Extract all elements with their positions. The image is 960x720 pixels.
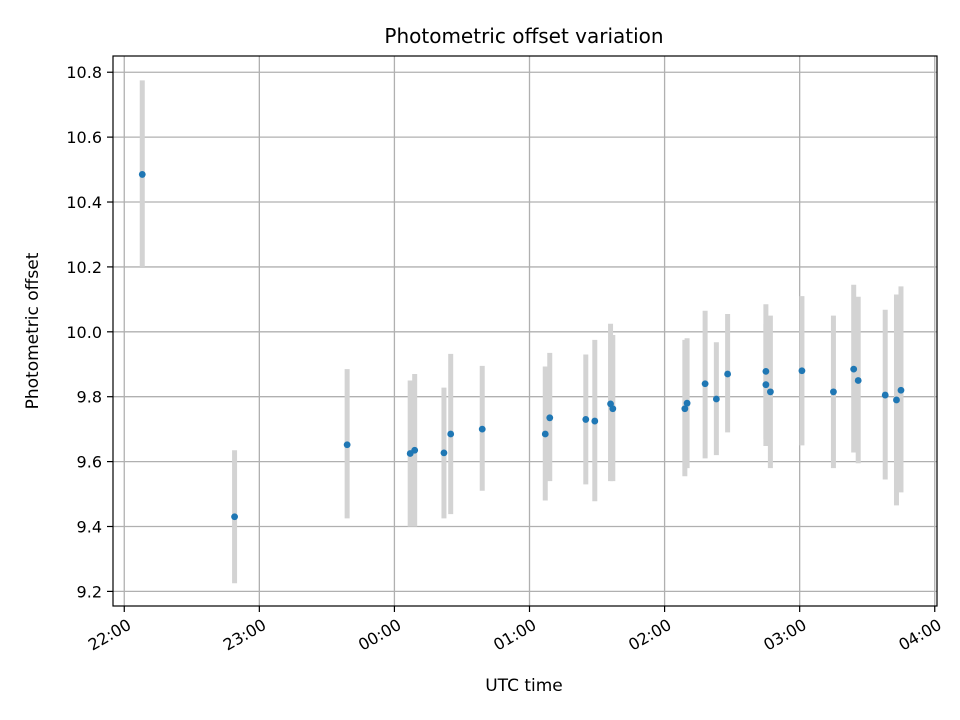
data-point	[897, 386, 905, 394]
y-tick-label: 10.8	[66, 63, 102, 82]
x-tick-label: 23:00	[220, 615, 269, 655]
data-point	[766, 388, 774, 396]
data-point	[231, 513, 238, 521]
data-point	[440, 449, 448, 457]
y-tick-label: 10.2	[66, 258, 102, 277]
data-point	[712, 395, 720, 403]
y-tick-label: 9.2	[77, 582, 102, 601]
plot-frame	[112, 55, 938, 607]
data-point	[478, 425, 486, 433]
y-axis-title: Photometric offset	[23, 252, 43, 409]
data-point	[701, 380, 709, 388]
data-point	[854, 377, 862, 384]
data-point	[609, 405, 617, 413]
data-point	[893, 396, 900, 404]
y-tick-label: 9.4	[77, 518, 102, 537]
data-point	[138, 171, 146, 178]
data-point	[681, 405, 689, 413]
x-tick-label: 02:00	[625, 615, 674, 655]
x-axis-title: UTC time	[485, 676, 563, 696]
data-point	[724, 370, 732, 378]
chart-title: Photometric offset variation	[384, 24, 663, 48]
y-tick-label: 10.0	[66, 323, 102, 342]
data-point	[546, 414, 554, 422]
data-point	[798, 367, 806, 375]
data-points	[138, 171, 905, 521]
data-point	[830, 388, 837, 396]
data-point	[447, 430, 455, 438]
x-tick-label: 04:00	[895, 615, 944, 655]
data-point	[762, 381, 770, 389]
y-tick-label: 10.6	[66, 128, 102, 147]
y-tick-label: 10.4	[66, 193, 102, 212]
x-tick-label: 00:00	[355, 615, 404, 655]
axis-ticks: 22:00 23:00 00:00 01:00 02:00 03:00 04:00 9.2 9.…	[66, 63, 944, 654]
data-point	[411, 446, 419, 454]
data-point	[582, 416, 590, 423]
y-tick-label: 9.8	[77, 388, 102, 407]
data-point	[541, 430, 549, 438]
data-point	[850, 365, 858, 373]
data-point	[343, 441, 351, 449]
data-point	[881, 391, 889, 399]
x-tick-label: 03:00	[760, 615, 809, 655]
data-point	[591, 417, 599, 425]
y-tick-label: 9.6	[77, 453, 102, 472]
x-tick-label: 22:00	[85, 615, 134, 655]
data-point	[683, 399, 691, 407]
x-tick-label: 01:00	[490, 615, 539, 655]
data-point	[762, 367, 770, 375]
